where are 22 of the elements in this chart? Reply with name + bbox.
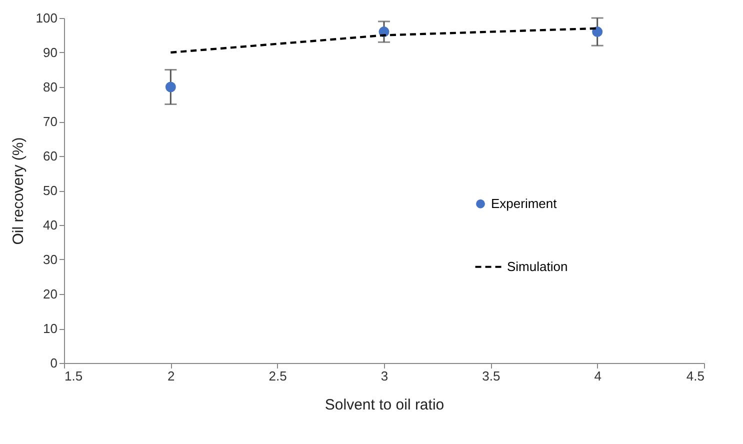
x-tick-label: 3 <box>380 368 388 384</box>
x-tick-label: 3.5 <box>482 368 500 384</box>
y-tick-label: 0 <box>50 356 58 370</box>
y-axis-title: Oil recovery (%) <box>10 137 27 245</box>
x-tick-label: 1.5 <box>64 368 83 384</box>
y-tick-label: 80 <box>43 80 58 94</box>
y-tick-label: 90 <box>43 45 58 60</box>
y-tick-label: 70 <box>43 114 58 129</box>
y-tick-label: 10 <box>43 321 58 336</box>
y-tick-label: 100 <box>36 10 58 26</box>
y-tick-label: 50 <box>43 183 58 198</box>
x-tick-label: 2.5 <box>268 368 287 384</box>
y-tick-label: 60 <box>43 148 58 164</box>
x-tick-label: 2 <box>168 368 175 384</box>
y-tick-label: 40 <box>43 218 58 232</box>
x-axis-title: Solvent to oil ratio <box>324 396 444 414</box>
legend-label: Simulation <box>507 258 568 274</box>
x-tick-label: 4 <box>594 368 602 384</box>
y-tick-label: 30 <box>43 252 58 267</box>
x-tick-label: 4.5 <box>686 368 704 384</box>
y-tick-label: 20 <box>43 286 58 302</box>
legend-label: Experiment <box>491 196 558 211</box>
